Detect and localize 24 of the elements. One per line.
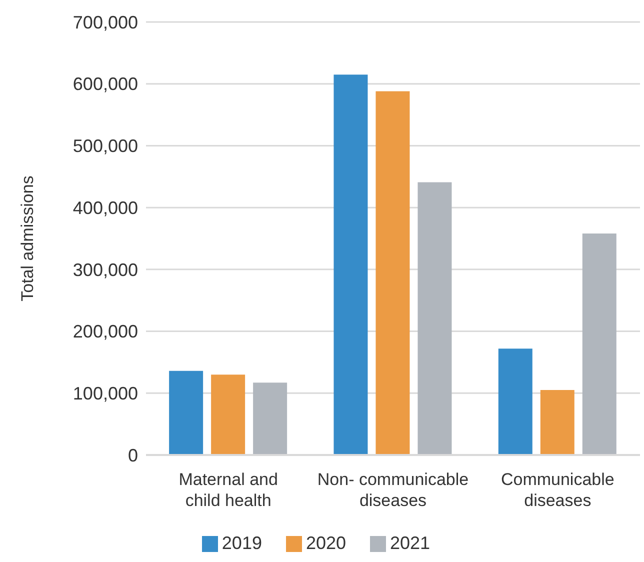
x-tick-label: Communicable diseases (500, 470, 614, 510)
x-tick-label: Non- communicable diseases (317, 470, 469, 510)
bar (253, 382, 288, 455)
y-tick-label: 600,000 (72, 74, 138, 94)
bar (540, 390, 574, 455)
bar (211, 374, 246, 455)
bar (334, 74, 368, 455)
bar (169, 370, 204, 455)
bar (376, 91, 410, 455)
y-tick-label: 300,000 (72, 260, 138, 280)
bar (582, 234, 616, 455)
y-tick-label: 400,000 (72, 198, 138, 218)
legend-label: 2019 (222, 533, 262, 553)
legend-label: 2021 (390, 533, 430, 553)
bar (498, 348, 532, 455)
y-tick-label: 200,000 (72, 322, 138, 342)
x-tick-label: Maternal and child health (178, 470, 278, 510)
legend-label: 2020 (306, 533, 346, 553)
bar (418, 182, 452, 455)
y-tick-label: 100,000 (72, 384, 138, 404)
y-tick-label: 700,000 (72, 12, 138, 32)
y-tick-label: 500,000 (72, 136, 138, 156)
y-axis-title: Total admissions (18, 176, 38, 302)
y-tick-label: 0 (128, 445, 138, 466)
